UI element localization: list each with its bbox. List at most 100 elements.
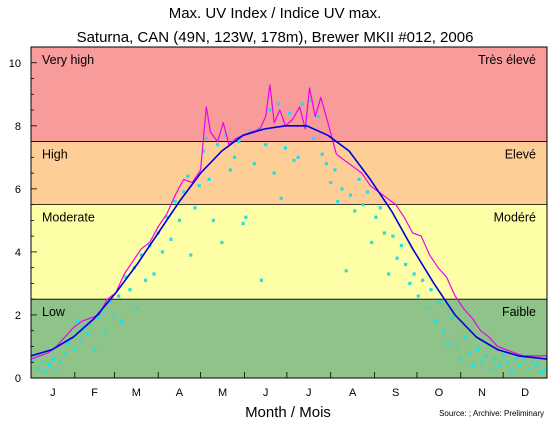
x-month-label-6: J (306, 387, 312, 399)
scatter-point-75 (324, 162, 329, 166)
scatter-point-85 (365, 190, 370, 194)
uv-band-label-en-0: Low (42, 305, 66, 319)
y-axis: 0 2 4 6 8 10 (9, 58, 37, 385)
scatter-point-19 (100, 310, 104, 314)
y-tick-label-2: 2 (15, 310, 21, 322)
y-tick-label-6: 6 (15, 184, 21, 196)
uv-band-label-fr-1: Modéré (494, 211, 536, 225)
scatter-point-46 (207, 177, 211, 181)
scatter-point-17 (93, 348, 97, 352)
scatter-point-68 (296, 155, 300, 159)
uv-band-label-fr-2: Elevé (505, 148, 536, 162)
scatter-point-41 (189, 253, 193, 257)
scatter-point-44 (201, 149, 206, 153)
scatter-point-30 (143, 278, 148, 282)
scatter-point-114 (488, 366, 493, 371)
scatter-point-108 (463, 335, 467, 339)
scatter-point-25 (124, 275, 128, 279)
scatter-point-89 (382, 231, 387, 235)
scatter-point-122 (522, 357, 526, 361)
scatter-point-47 (211, 218, 215, 222)
scatter-point-12 (76, 319, 80, 323)
scatter-point-24 (119, 319, 124, 323)
x-month-label-10: N (478, 387, 486, 399)
scatter-point-72 (312, 136, 316, 141)
scatter-point-66 (288, 111, 292, 115)
scatter-point-21 (108, 300, 112, 304)
scatter-point-97 (416, 294, 420, 298)
scatter-point-73 (316, 114, 320, 118)
scatter-point-117 (501, 354, 505, 358)
x-month-label-1: F (91, 387, 98, 399)
scatter-point-11 (73, 348, 77, 352)
scatter-point-120 (514, 357, 518, 361)
scatter-point-9 (66, 341, 70, 345)
scatter-point-23 (117, 294, 121, 298)
scatter-point-77 (333, 168, 337, 172)
scatter-point-13 (78, 338, 83, 342)
x-month-label-2: M (132, 387, 141, 399)
x-axis-label: Month / Mois (245, 404, 331, 421)
scatter-point-45 (204, 136, 208, 141)
scatter-point-65 (283, 146, 288, 150)
scatter-point-94 (404, 262, 408, 267)
scatter-point-35 (165, 215, 169, 219)
scatter-point-106 (454, 344, 459, 349)
scatter-point-96 (412, 272, 416, 276)
scatter-point-107 (459, 357, 463, 361)
scatter-point-53 (237, 139, 241, 144)
scatter-point-118 (505, 360, 510, 364)
x-month-label-9: O (435, 387, 444, 399)
scatter-point-88 (378, 206, 382, 210)
scatter-point-51 (228, 168, 232, 172)
scatter-point-16 (88, 322, 92, 327)
scatter-point-64 (279, 196, 283, 200)
series-line-1 (30, 125, 548, 360)
scatter-point-83 (357, 177, 361, 181)
scatter-point-4 (47, 363, 51, 367)
scatter-point-112 (480, 360, 484, 364)
uv-band-label-en-3: Very high (42, 53, 94, 67)
scatter-point-121 (518, 363, 522, 367)
scatter-point-28 (135, 307, 139, 311)
x-month-label-8: S (392, 387, 399, 399)
chart-subtitle: Saturna, CAN (49N, 123W, 178m), Brewer M… (77, 29, 474, 46)
scatter-point-86 (370, 240, 374, 245)
scatter-point-62 (272, 171, 276, 175)
x-month-label-5: J (263, 387, 269, 399)
scatter-point-80 (344, 269, 348, 273)
scatter-point-76 (329, 180, 333, 185)
scatter-point-109 (467, 351, 471, 355)
scatter-point-37 (173, 199, 177, 204)
scatter-point-38 (177, 218, 182, 222)
uv-series (30, 84, 548, 374)
scatter-point-2 (40, 360, 44, 364)
scatter-point-29 (139, 253, 143, 257)
scatter-point-71 (307, 98, 312, 103)
scatter-point-103 (442, 329, 446, 333)
scatter-point-87 (374, 215, 378, 219)
scatter-point-26 (128, 288, 132, 292)
scatter-point-119 (510, 370, 514, 374)
scatter-point-126 (539, 370, 543, 374)
uv-band-0 (31, 299, 547, 378)
x-month-label-11: D (521, 387, 529, 399)
scatter-point-67 (292, 158, 296, 163)
x-month-label-7: A (349, 387, 357, 399)
scatter-point-104 (446, 341, 450, 345)
scatter-point-124 (531, 360, 535, 364)
scatter-point-48 (216, 143, 220, 147)
scatter-point-22 (112, 313, 117, 317)
y-tick-label-0: 0 (15, 373, 21, 385)
scatter-point-18 (95, 316, 100, 320)
scatter-point-111 (476, 348, 480, 352)
scatter-point-115 (493, 357, 497, 361)
uv-risk-band-labels: Low Faible Moderate Modéré High Elevé Very hig… (42, 53, 536, 319)
y-tick-label-4: 4 (15, 247, 21, 259)
scatter-point-91 (391, 234, 395, 238)
scatter-point-40 (186, 174, 190, 178)
scatter-point-49 (220, 240, 224, 245)
scatter-point-102 (437, 300, 442, 304)
